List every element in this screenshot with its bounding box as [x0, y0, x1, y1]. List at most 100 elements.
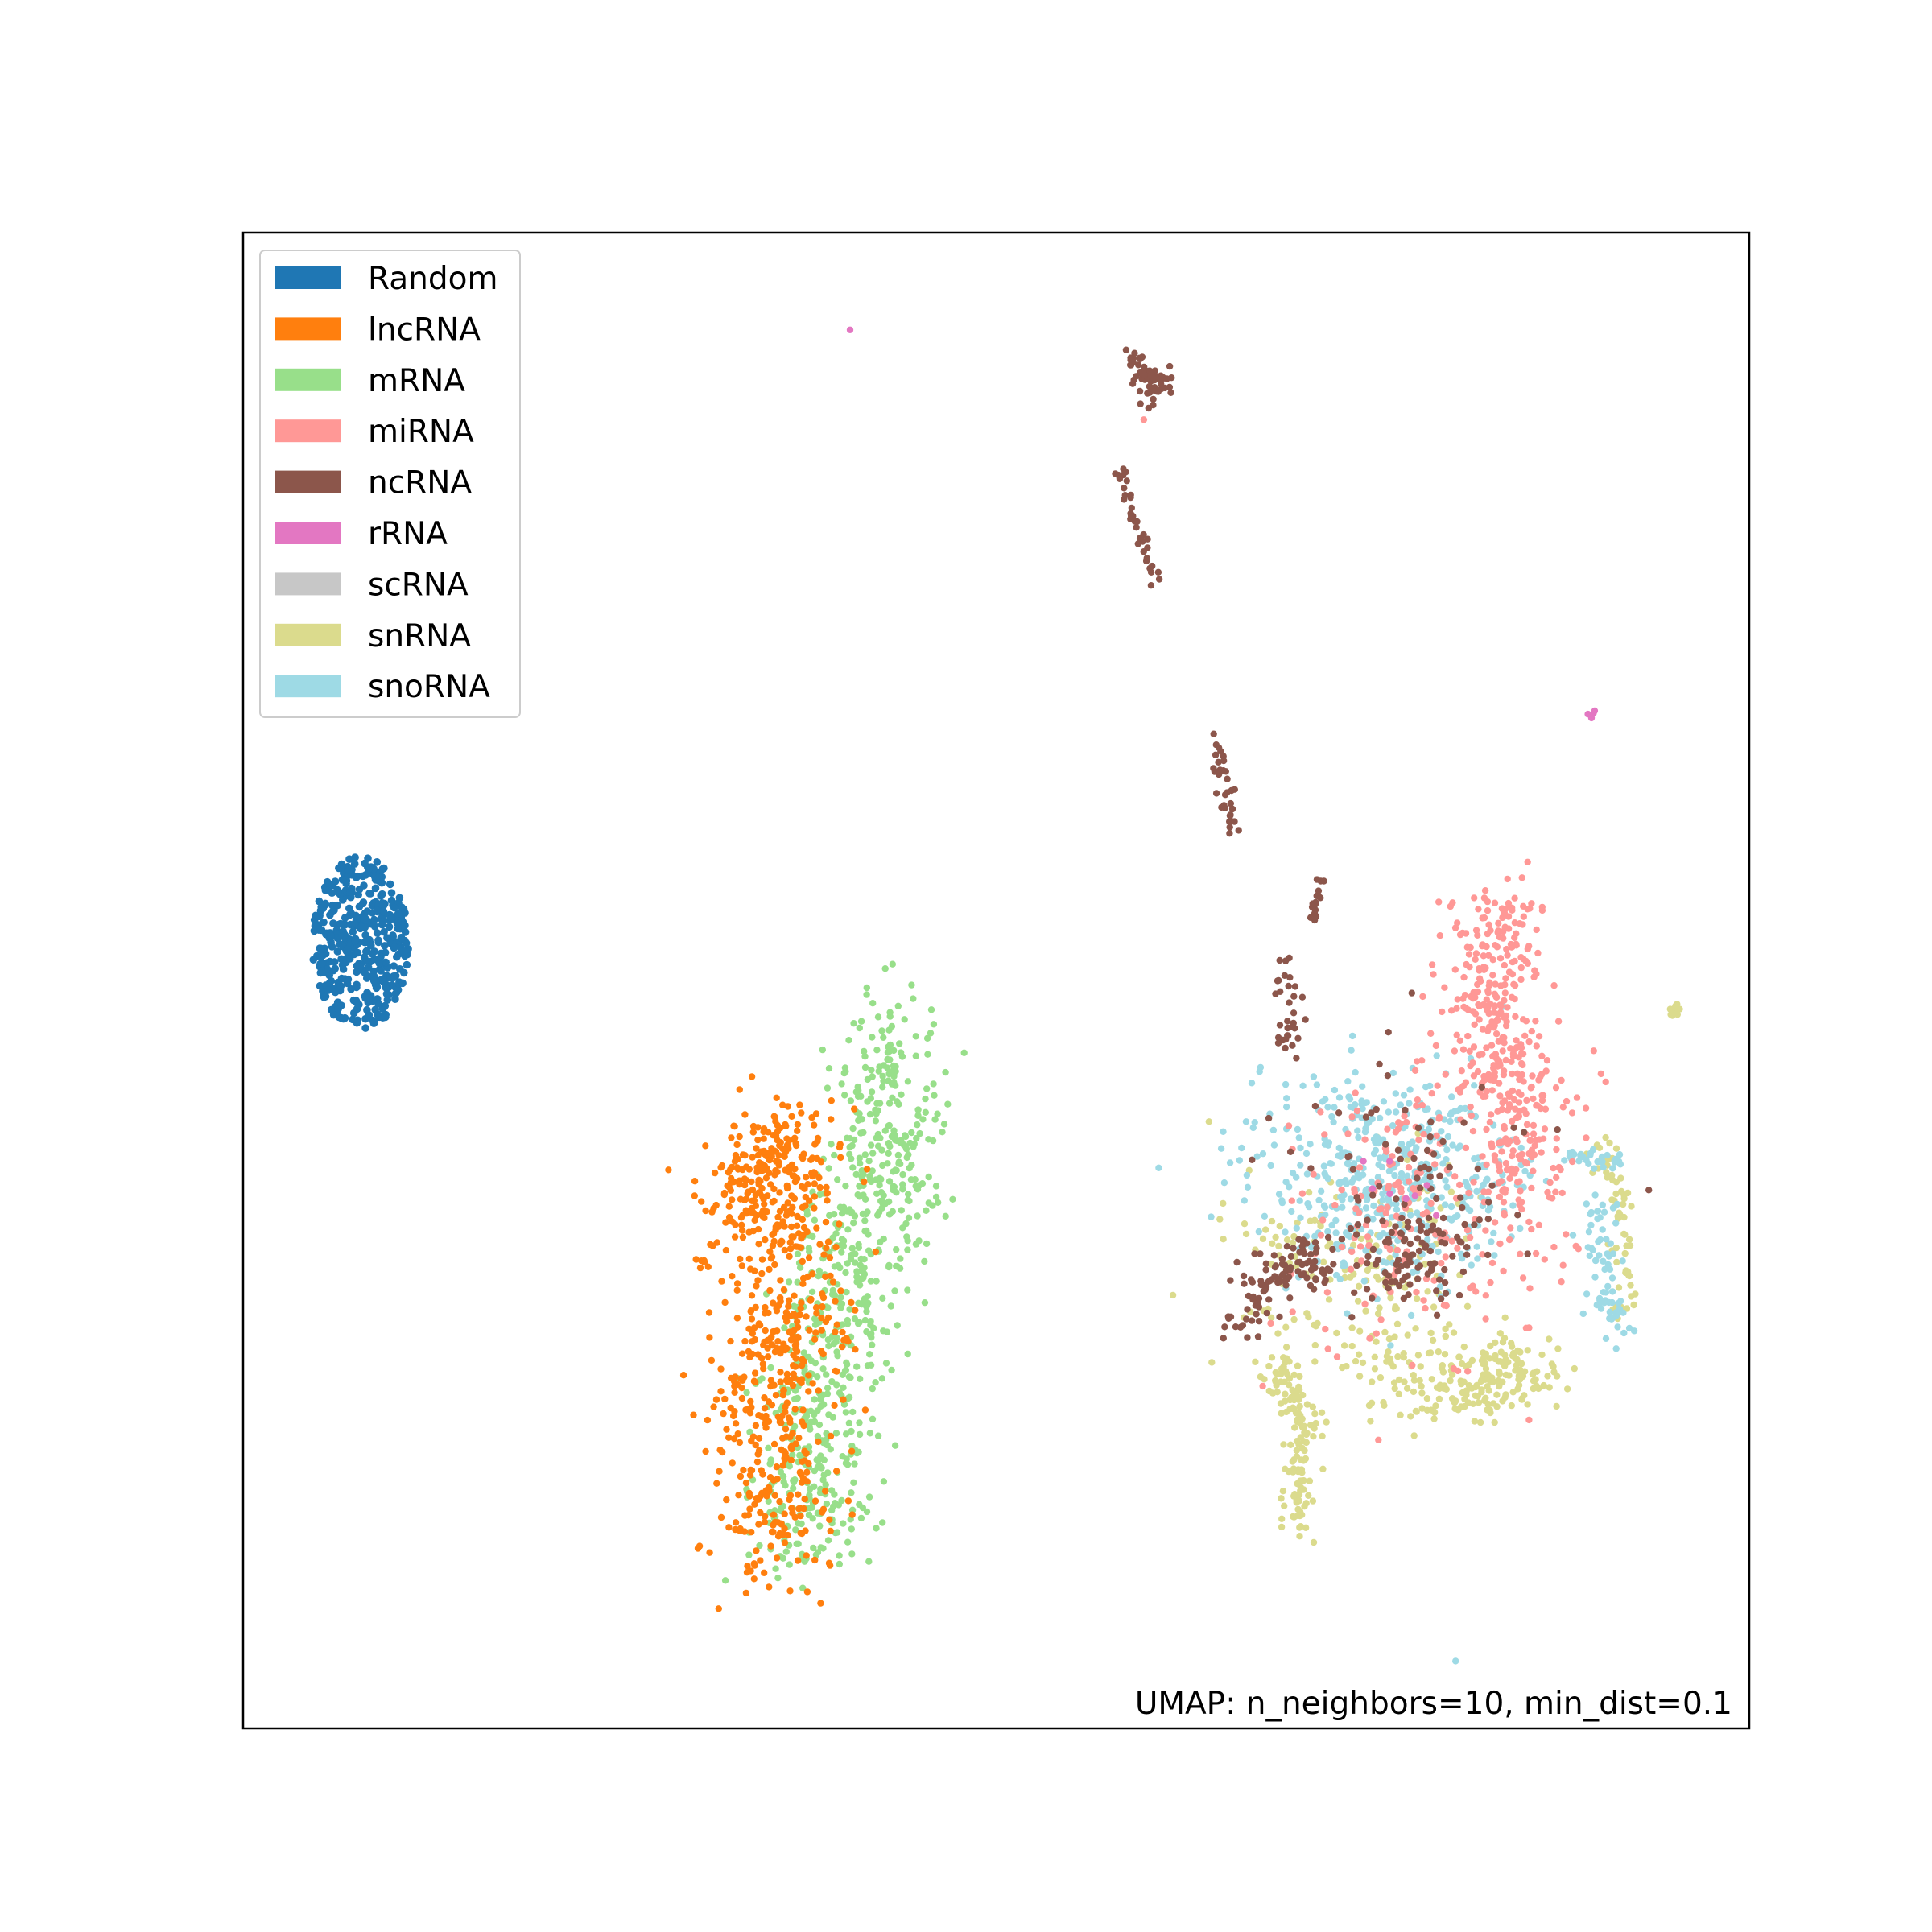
point-lncrna — [815, 1438, 822, 1446]
point-lncrna — [803, 1468, 811, 1476]
point-lncrna — [704, 1263, 712, 1271]
point-mrna — [861, 1151, 869, 1158]
point-snorna — [1600, 1257, 1607, 1265]
point-mirna — [1377, 1316, 1385, 1323]
point-mrna — [880, 1062, 887, 1069]
point-lncrna — [811, 1204, 818, 1212]
point-random — [365, 890, 374, 898]
point-lncrna — [792, 1140, 799, 1147]
point-snorna — [1619, 1257, 1626, 1265]
point-mirna — [1487, 1278, 1494, 1286]
point-mrna — [794, 1394, 801, 1402]
point-lncrna — [774, 1121, 782, 1129]
point-lncrna — [752, 1422, 760, 1430]
point-lncrna — [711, 1169, 719, 1177]
point-snrna — [1484, 1370, 1491, 1378]
point-mirna — [1405, 1178, 1413, 1185]
point-snorna — [1389, 1122, 1397, 1129]
point-snorna — [1324, 1228, 1331, 1236]
point-snrna — [1449, 1395, 1456, 1402]
point-lncrna — [817, 1158, 825, 1166]
point-ncrna — [1210, 730, 1217, 737]
point-mrna — [923, 1085, 931, 1092]
point-snorna — [1283, 1103, 1290, 1111]
point-ncrna — [1135, 361, 1142, 369]
point-random — [351, 936, 360, 945]
point-lncrna — [861, 1406, 869, 1414]
point-mrna — [811, 1410, 818, 1418]
point-mirna — [1441, 984, 1448, 991]
point-lncrna — [773, 1307, 781, 1315]
point-lncrna — [821, 1488, 829, 1495]
point-snrna — [1257, 1373, 1265, 1381]
point-lncrna — [782, 1454, 791, 1462]
point-snrna — [1482, 1394, 1489, 1402]
point-mirna — [1504, 875, 1511, 883]
point-ncrna — [1425, 1214, 1433, 1222]
point-snrna — [1272, 1377, 1279, 1385]
point-snrna — [1628, 1203, 1635, 1210]
point-mirna — [1554, 1018, 1563, 1025]
point-snorna — [1278, 1199, 1286, 1207]
point-lncrna — [732, 1420, 740, 1427]
point-lncrna — [781, 1151, 788, 1158]
point-mrna — [840, 1237, 848, 1245]
point-mirna — [1376, 1206, 1383, 1213]
point-lncrna — [728, 1174, 735, 1183]
point-random — [363, 935, 371, 943]
point-mrna — [875, 1067, 882, 1075]
point-ncrna — [1249, 1156, 1256, 1164]
point-mrna — [848, 1525, 856, 1533]
point-random — [349, 1009, 358, 1018]
point-lncrna — [832, 1244, 840, 1251]
point-snrna — [1392, 1305, 1399, 1313]
point-snorna — [1451, 1214, 1459, 1221]
point-lncrna — [713, 1480, 720, 1487]
point-snrna — [1554, 1345, 1562, 1352]
point-snorna — [1590, 1165, 1598, 1172]
point-mrna — [878, 1146, 886, 1154]
legend-label-scrna: scRNA — [368, 567, 469, 603]
point-lncrna — [738, 1394, 746, 1402]
point-mrna — [921, 1299, 929, 1307]
point-random — [352, 911, 360, 920]
point-ncrna — [1393, 1195, 1400, 1203]
point-mrna — [825, 1065, 833, 1072]
point-ncrna — [1476, 1216, 1484, 1224]
point-mirna — [1419, 1211, 1427, 1218]
point-snrna — [1294, 1362, 1302, 1369]
point-snrna — [1373, 1338, 1380, 1345]
point-mirna — [1317, 1108, 1324, 1116]
point-lncrna — [716, 1447, 724, 1454]
point-ncrna — [1403, 1261, 1411, 1269]
point-mrna — [869, 1150, 877, 1157]
point-mrna — [884, 1049, 892, 1056]
point-mrna — [869, 1341, 876, 1348]
point-ncrna — [1136, 387, 1144, 395]
point-lncrna — [708, 1208, 716, 1216]
point-mirna — [1366, 1335, 1373, 1342]
point-mrna — [819, 1545, 827, 1552]
point-lncrna — [807, 1297, 814, 1304]
point-mrna — [896, 1040, 903, 1047]
point-lncrna — [743, 1195, 750, 1203]
point-snrna — [1291, 1424, 1298, 1431]
point-mrna — [842, 1366, 850, 1374]
point-mrna — [809, 1232, 816, 1241]
point-mrna — [927, 1030, 935, 1037]
point-lncrna — [785, 1297, 793, 1304]
point-snrna — [1484, 1400, 1492, 1408]
point-snorna — [1155, 1164, 1162, 1172]
point-lncrna — [801, 1457, 808, 1464]
point-ncrna — [1240, 1272, 1248, 1280]
point-random — [361, 1014, 369, 1023]
point-mrna — [872, 1117, 880, 1125]
point-snorna — [1561, 1157, 1568, 1164]
point-snorna — [1379, 1196, 1386, 1204]
point-snrna — [1300, 1457, 1307, 1464]
point-random — [310, 927, 319, 935]
point-ncrna — [1374, 1256, 1382, 1264]
point-random — [385, 923, 394, 931]
point-random — [388, 981, 397, 989]
point-mrna — [914, 1106, 922, 1113]
